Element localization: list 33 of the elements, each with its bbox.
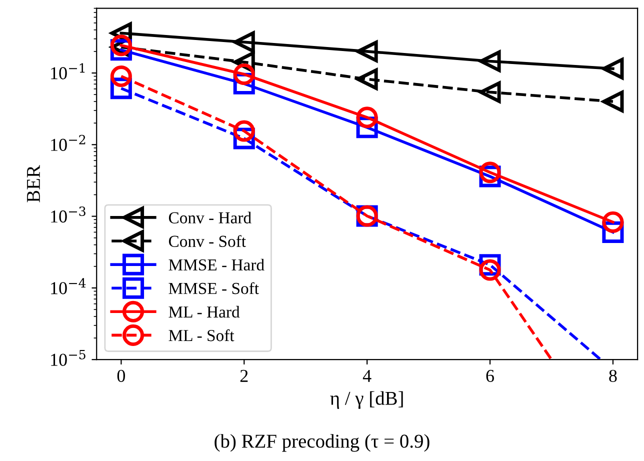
x-axis-title: η / γ [dB] [330, 391, 403, 409]
point [233, 120, 255, 142]
point [479, 50, 501, 72]
point [110, 66, 132, 88]
legend-label: Conv - Hard [168, 212, 252, 224]
legend-label: ML - Soft [168, 329, 234, 342]
x-tick-label: 2 [240, 370, 248, 382]
point [356, 68, 378, 90]
point [479, 162, 501, 184]
y-tick-label: 10$^{−3}$ [51, 206, 86, 223]
y-tick-label: 10$^{−1}$ [51, 63, 85, 80]
text: (b) RZF precoding (τ = 0.9) [214, 434, 430, 452]
point [233, 64, 255, 86]
legend-label: MMSE - Hard [168, 258, 264, 271]
legend-label: Conv - Soft [168, 235, 246, 247]
x-tick-label: 8 [609, 370, 617, 382]
y-tick-label: 10$^{−2}$ [51, 134, 86, 151]
x-tick-label: 6 [486, 370, 494, 382]
point [602, 58, 624, 80]
y-tick-label: 10$^{−5}$ [51, 350, 86, 366]
point [479, 259, 501, 281]
point [233, 31, 255, 53]
y-tick-label: 10$^{−4}$ [51, 278, 86, 294]
legend-label: MMSE - Soft [168, 282, 259, 294]
x-tick-label: 4 [362, 370, 372, 382]
point [602, 90, 624, 112]
point [602, 211, 624, 233]
legend-label: ML - Hard [168, 306, 240, 318]
y-axis-title: BER [27, 165, 40, 202]
point [479, 81, 501, 103]
x-tick-label: 0 [117, 370, 126, 382]
point [356, 40, 378, 62]
point [356, 106, 378, 128]
